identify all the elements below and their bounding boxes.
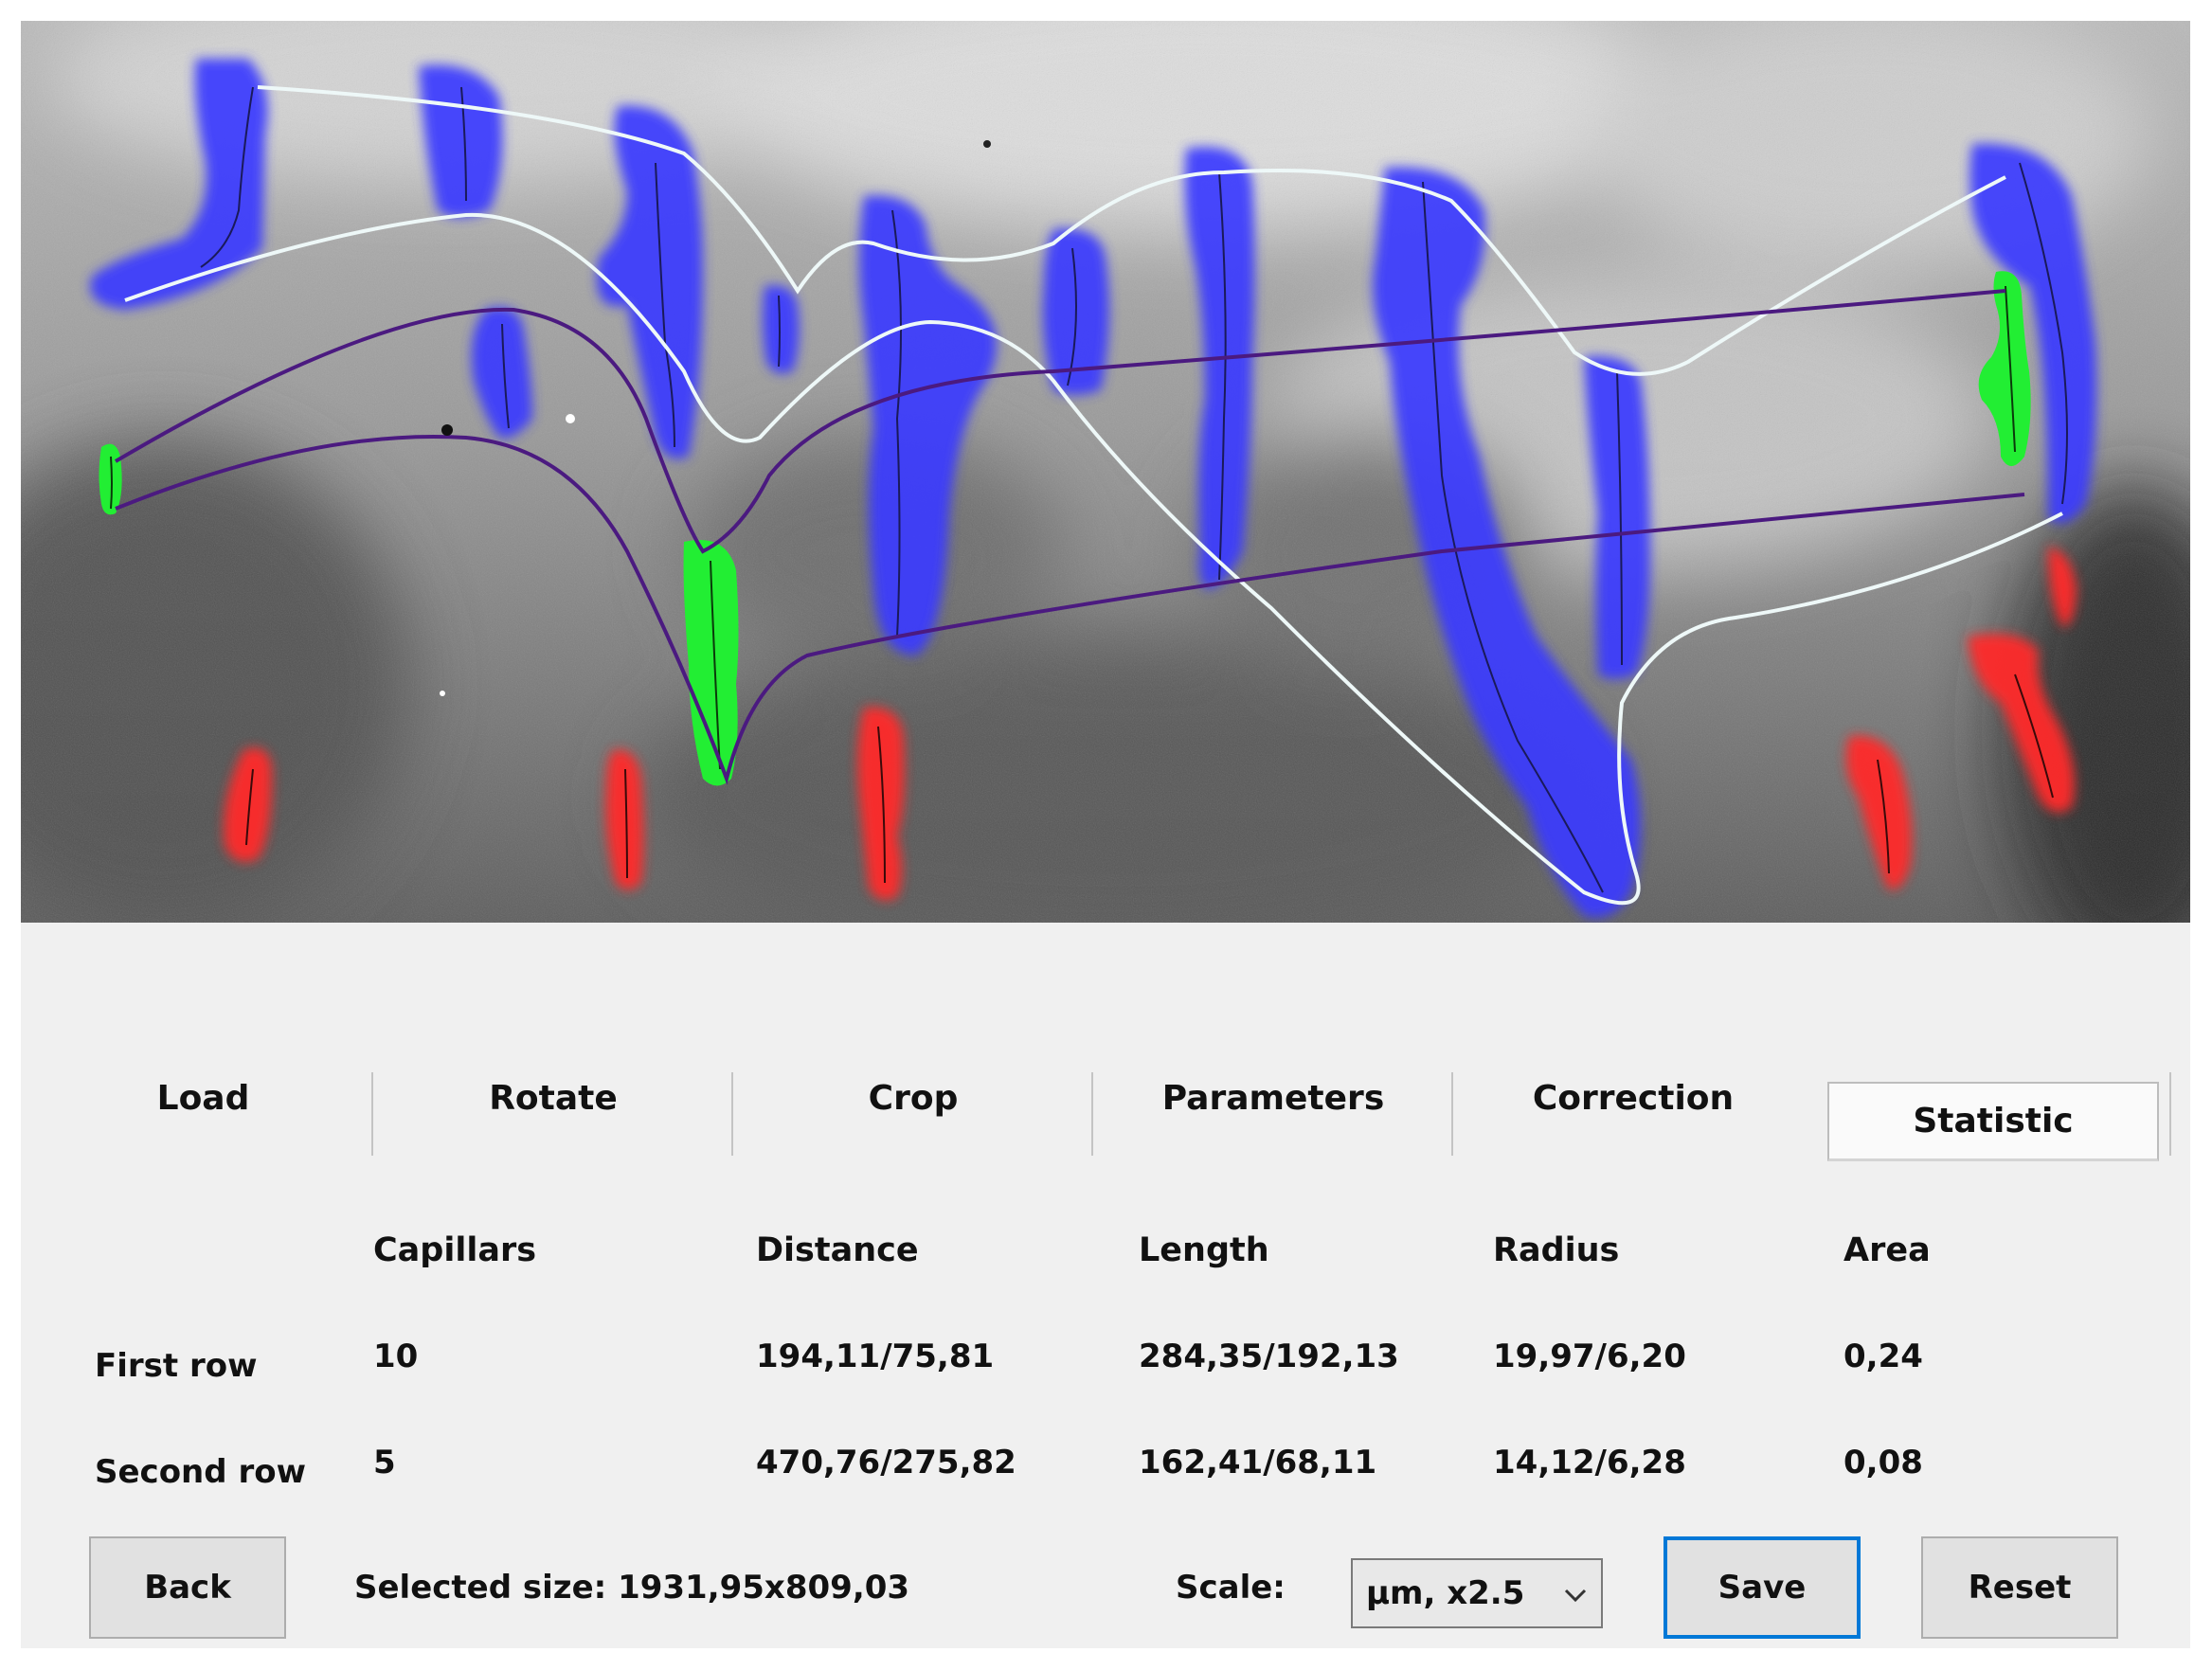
area-value: 0,08 bbox=[1843, 1444, 1923, 1481]
tab-separator bbox=[731, 1072, 733, 1156]
row-label: Second row bbox=[95, 1453, 306, 1491]
length-value: 284,35/192,13 bbox=[1139, 1338, 1399, 1375]
first-row-capillaries bbox=[90, 59, 2097, 919]
tab-separator bbox=[1091, 1072, 1093, 1156]
area-value: 0,24 bbox=[1843, 1338, 1923, 1375]
app-window: Load Rotate Crop Parameters Correction S… bbox=[21, 21, 2190, 1648]
border-line bbox=[124, 212, 2063, 906]
tab-separator bbox=[2169, 1072, 2171, 1156]
tab-statistic[interactable]: Statistic bbox=[1827, 1082, 2159, 1161]
radius-value: 19,97/6,20 bbox=[1493, 1338, 1686, 1375]
tab-rotate[interactable]: Rotate bbox=[489, 1079, 618, 1118]
capillary-image[interactable] bbox=[21, 21, 2190, 923]
second-row-capillaries bbox=[224, 547, 2077, 901]
tab-load[interactable]: Load bbox=[156, 1079, 250, 1118]
save-button[interactable]: Save bbox=[1663, 1536, 1861, 1639]
tab-separator bbox=[371, 1072, 373, 1156]
border-line bbox=[257, 85, 2006, 376]
scale-label: Scale: bbox=[1176, 1569, 1286, 1607]
capillars-value: 10 bbox=[373, 1338, 419, 1375]
tab-correction[interactable]: Correction bbox=[1532, 1079, 1735, 1118]
length-value: 162,41/68,11 bbox=[1139, 1444, 1377, 1481]
chevron-down-icon bbox=[1561, 1581, 1590, 1613]
scale-dropdown-value: µm, x2.5 bbox=[1366, 1574, 1525, 1612]
column-header-area: Area bbox=[1843, 1231, 1931, 1269]
tab-crop[interactable]: Crop bbox=[868, 1079, 959, 1118]
connector-lines bbox=[114, 289, 2025, 785]
selected-size-label: Selected size: 1931,95x809,03 bbox=[354, 1569, 910, 1607]
column-header-length: Length bbox=[1139, 1231, 1269, 1269]
distance-value: 470,76/275,82 bbox=[756, 1444, 1016, 1481]
back-button[interactable]: Back bbox=[89, 1536, 286, 1639]
tab-parameters[interactable]: Parameters bbox=[1161, 1079, 1385, 1118]
tab-separator bbox=[1451, 1072, 1453, 1156]
capillars-value: 5 bbox=[373, 1444, 396, 1481]
column-header-distance: Distance bbox=[756, 1231, 919, 1269]
scale-dropdown[interactable]: µm, x2.5 bbox=[1351, 1558, 1603, 1628]
distance-value: 194,11/75,81 bbox=[756, 1338, 995, 1375]
selected-capillaries bbox=[99, 271, 2031, 786]
column-header-capillars: Capillars bbox=[373, 1231, 537, 1269]
reset-button[interactable]: Reset bbox=[1921, 1536, 2118, 1639]
capillary-image-canvas bbox=[21, 21, 2190, 923]
radius-value: 14,12/6,28 bbox=[1493, 1444, 1686, 1481]
column-header-radius: Radius bbox=[1493, 1231, 1620, 1269]
row-label: First row bbox=[95, 1347, 258, 1385]
